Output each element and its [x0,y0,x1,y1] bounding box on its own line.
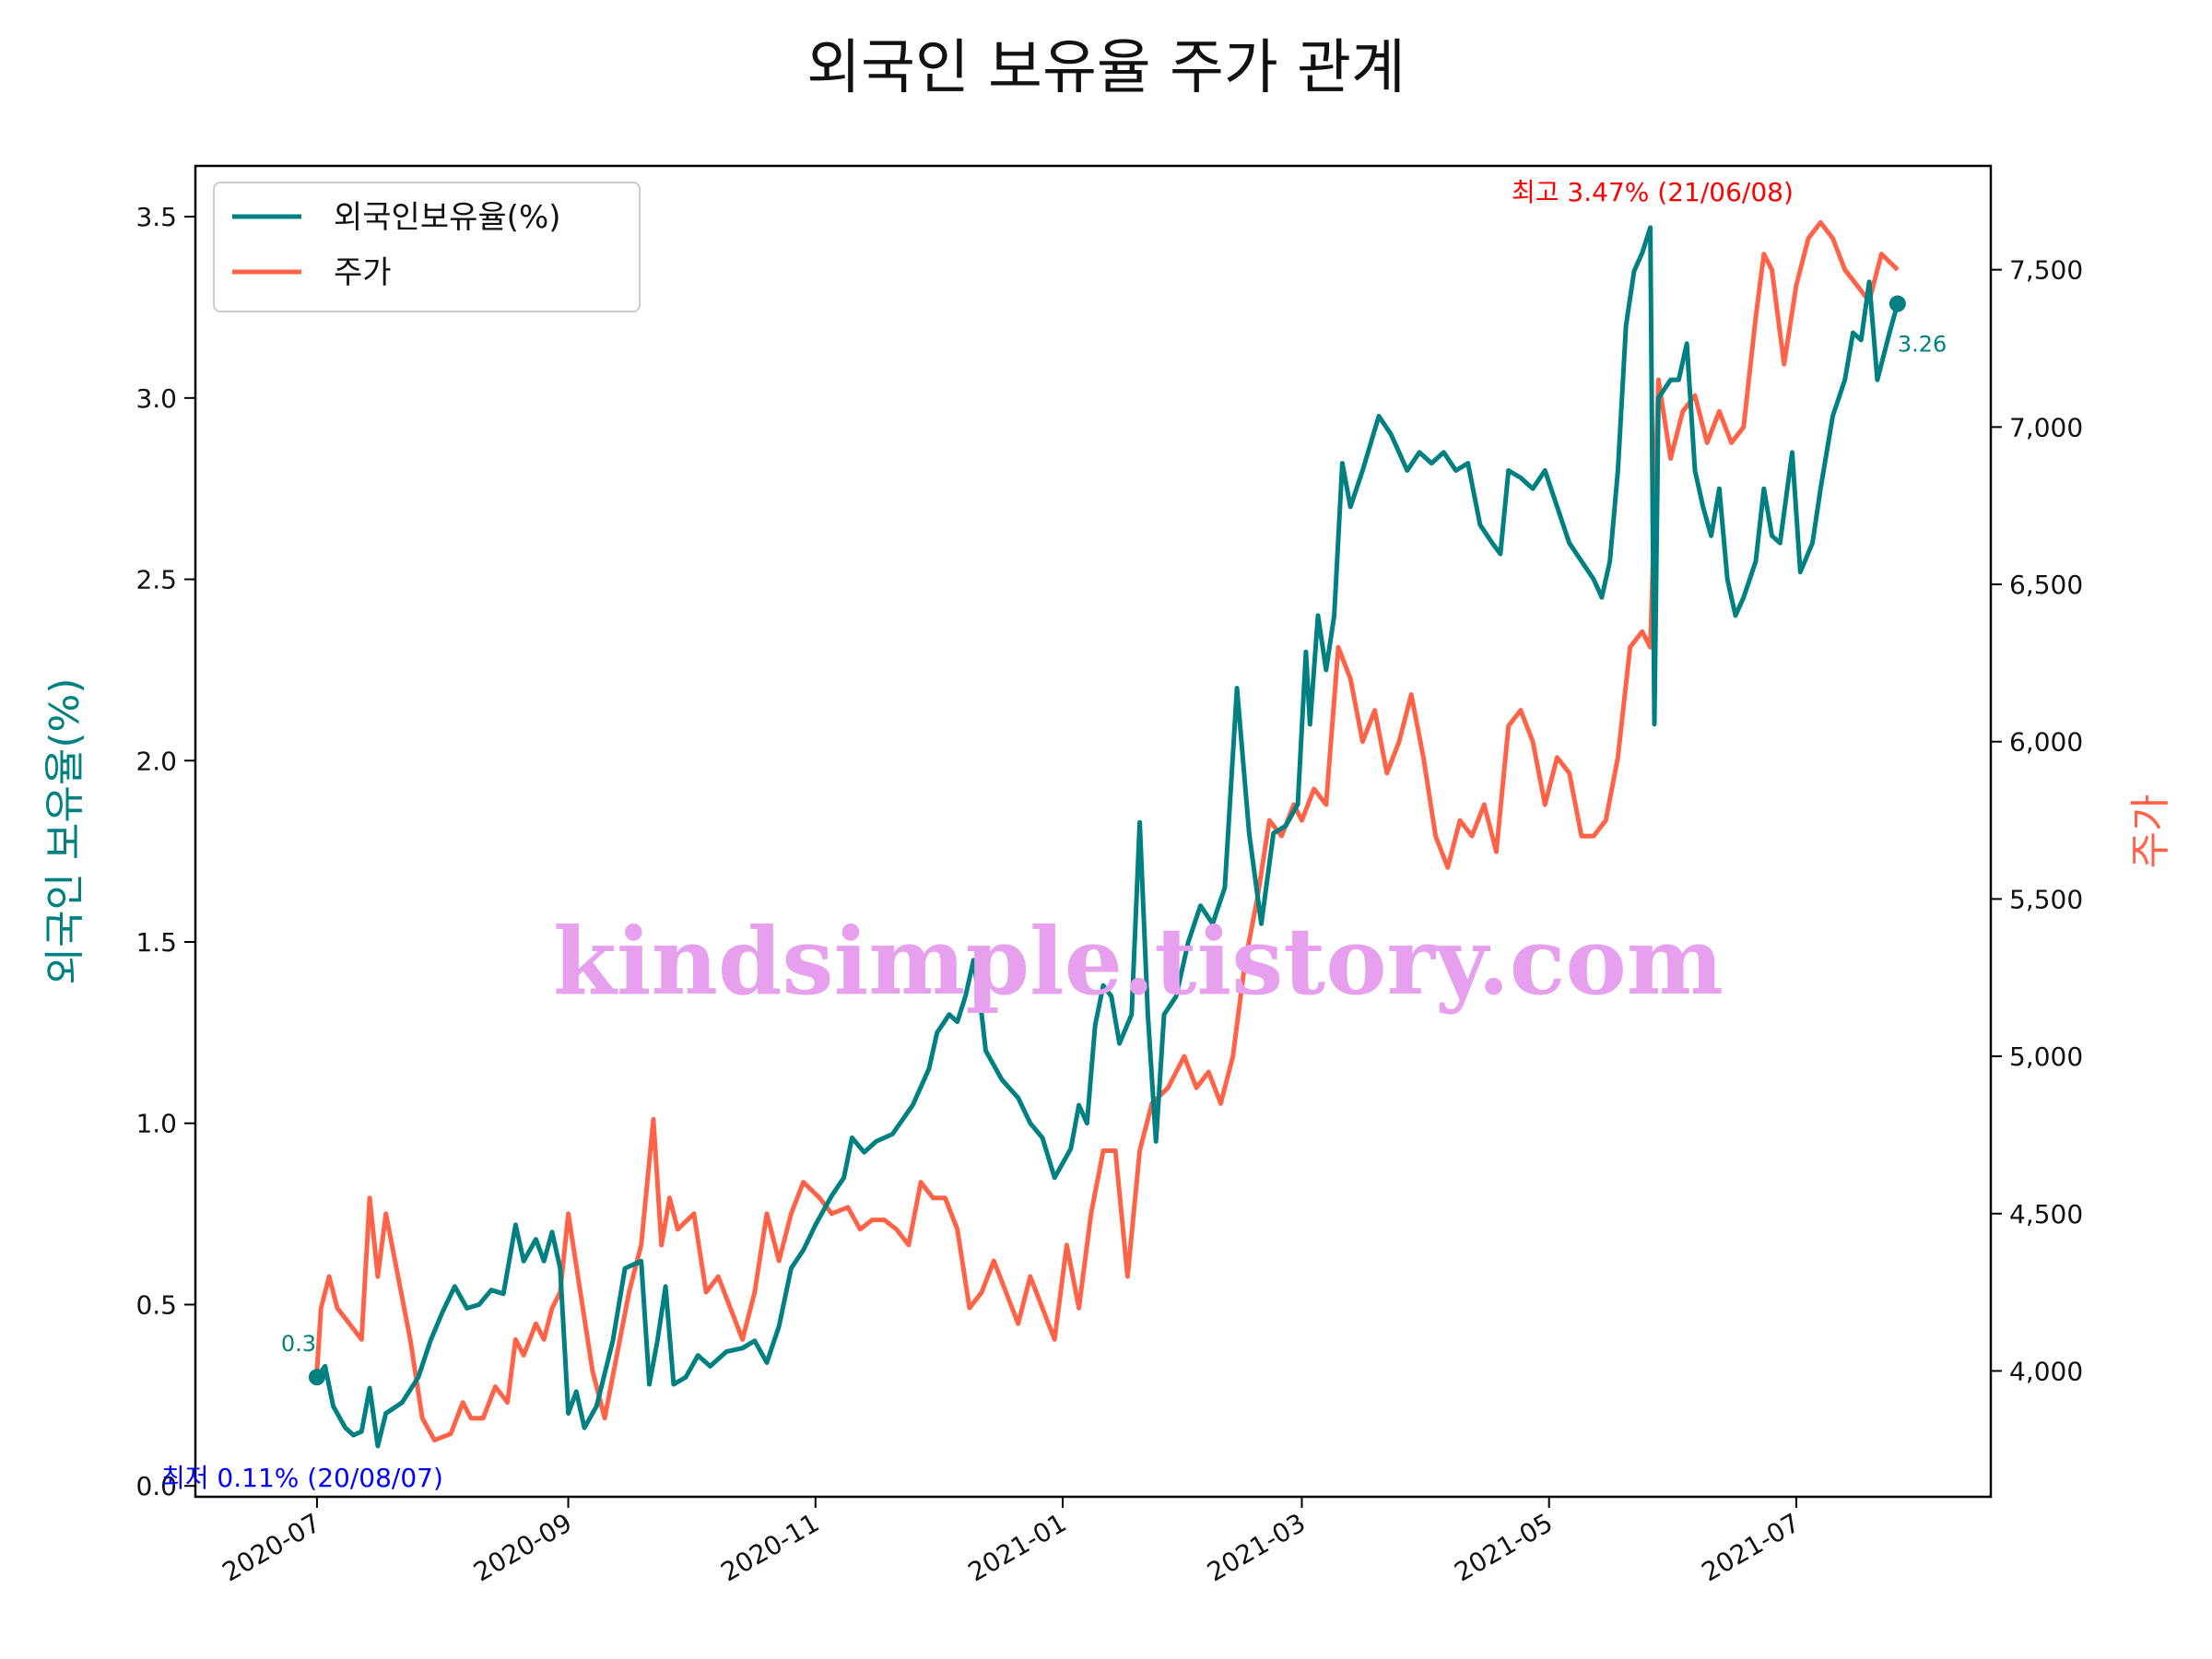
left-tick-label: 1.5 [135,927,177,958]
right-tick-label: 4,500 [2009,1199,2083,1230]
right-tick-label: 7,000 [2009,412,2083,442]
left-axis-label: 외국인 보유율(%) [41,677,88,984]
legend-label-foreign-ownership: 외국인보유율(%) [334,199,561,236]
right-axis-label: 주가 [2127,794,2174,869]
end-point-marker [1888,295,1906,312]
right-tick-label: 5,500 [2009,884,2083,914]
min-annotation: 최저 0.11% (20/08/07) [161,1463,443,1493]
end-value-label: 3.26 [1898,332,1947,358]
left-tick-label: 3.0 [135,383,177,414]
watermark: kindsimple.tistory.com [553,907,1724,1016]
chart-title: 외국인 보유율 주가 관계 [806,34,1406,102]
left-tick-label: 0.0 [135,1471,177,1501]
left-tick-label: 0.5 [135,1289,177,1320]
left-axis-ticks: 0.0 0.5 1.0 1.5 2.0 2.5 3.0 3.5 [135,202,195,1501]
series-line-foreign-ownership [314,225,1900,1449]
left-tick-label: 1.0 [135,1109,177,1139]
left-tick-label: 2.0 [135,746,177,776]
start-value-label: 0.3 [281,1331,316,1357]
max-annotation: 최고 3.47% (21/06/08) [1512,177,1794,207]
series-line-price [314,219,1900,1443]
right-tick-label: 6,000 [2009,727,2083,758]
left-tick-label: 3.5 [135,202,177,232]
left-tick-label: 2.5 [135,565,177,595]
right-axis-ticks: 4,000 4,500 5,000 5,500 6,000 6,500 7,000 7,500 [1991,255,2083,1386]
legend-box [213,182,641,312]
right-tick-label: 6,500 [2009,570,2083,600]
right-tick-label: 7,500 [2009,255,2083,286]
plot-frame [194,164,1993,1499]
right-tick-label: 5,000 [2009,1041,2083,1072]
legend-label-price: 주가 [334,254,392,291]
right-tick-label: 4,000 [2009,1356,2083,1386]
legend: 외국인보유율(%) 주가 [213,182,641,312]
start-point-marker [308,1369,325,1386]
